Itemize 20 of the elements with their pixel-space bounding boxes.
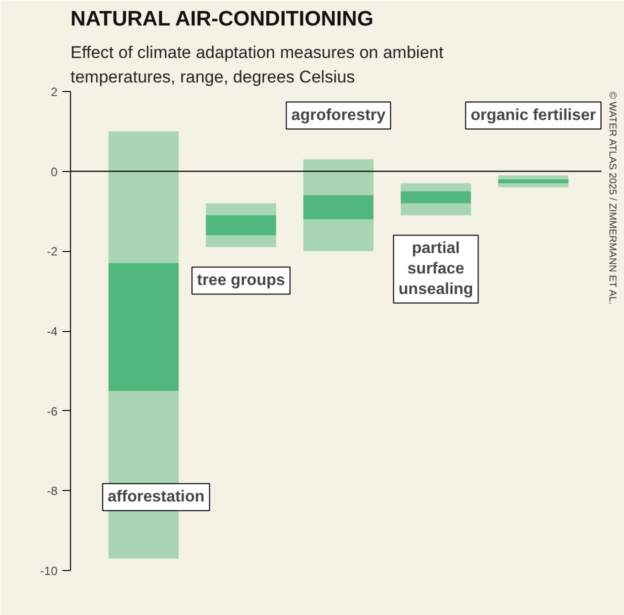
bar — [400, 191, 471, 204]
y-tick-label: -10 — [40, 564, 58, 578]
bar — [206, 215, 276, 236]
y-tick-label: -8 — [46, 484, 58, 498]
x-tick-label: afforestation — [108, 488, 205, 506]
chart-subtitle: Effect of climate adaptation measures on ambient temperatures, range, degrees Celsius — [70, 42, 444, 86]
text: © WATER ATLAS 2025 / ZIMMERMANN ET AL. — [606, 92, 618, 305]
bar — [108, 263, 179, 391]
chart-title: NATURAL AIR-CONDITIONING — [70, 8, 374, 30]
bar — [303, 195, 374, 220]
bar — [498, 179, 568, 184]
x-tick-label: agroforestry — [291, 106, 386, 124]
y-tick-label: -2 — [46, 244, 58, 259]
y-tick-label: -6 — [46, 404, 58, 418]
x-tick-label: tree groups — [196, 272, 286, 290]
y-tick-label: -4 — [46, 324, 58, 338]
y-tick-label: 2 — [50, 85, 58, 99]
x-tick-label: organic fertiliser — [470, 106, 596, 124]
x-tick-label: partial surface unsealing — [398, 240, 474, 298]
y-tick-label: 0 — [50, 164, 58, 179]
